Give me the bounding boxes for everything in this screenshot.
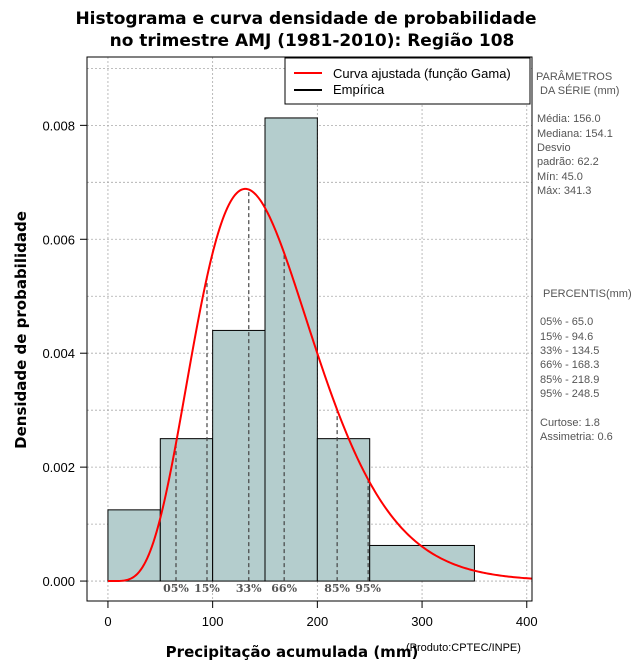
- percentis-title: PERCENTIS(mm): [543, 288, 632, 300]
- chart-title-line1: Histograma e curva densidade de probabil…: [75, 9, 536, 29]
- histogram-bar: [369, 544, 475, 582]
- param-max: Máx: 341.3: [537, 185, 591, 197]
- percentil-66: 66% - 168.3: [540, 359, 599, 371]
- y-tick-label: 0.006: [42, 232, 75, 247]
- percentile-label: 05%: [163, 582, 189, 595]
- param-mean: Média: 156.0: [537, 113, 601, 125]
- y-tick-label: 0.002: [42, 460, 75, 475]
- percentil-15: 15% - 94.6: [540, 331, 593, 343]
- x-axis: 0 100 200 300 400: [104, 601, 538, 629]
- percentile-label: 85%: [324, 582, 350, 595]
- stat-kurtosis: Curtose: 1.8: [540, 417, 600, 429]
- param-min: Mín: 45.0: [537, 171, 583, 183]
- x-tick-label: 0: [104, 614, 111, 629]
- histogram-bars: [107, 117, 475, 582]
- gamma-curve-layer: [107, 187, 533, 583]
- percentile-label: 95%: [355, 582, 381, 595]
- x-axis-title: Precipitação acumulada (mm): [166, 643, 419, 660]
- x-tick-label: 400: [516, 614, 538, 629]
- legend-label-empirical: Empírica: [333, 82, 385, 97]
- percentile-label: 15%: [194, 582, 220, 595]
- percentil-33: 33% - 134.5: [540, 345, 599, 357]
- legend: Curva ajustada (função Gama) Empírica: [284, 57, 531, 105]
- y-axis-title: Densidade de probabilidade: [12, 211, 30, 449]
- percentile-label: 33%: [236, 582, 262, 595]
- series-parameters-panel: PARÂMETROS DA SÉRIE (mm) Média: 156.0 Me…: [536, 70, 632, 443]
- gamma-curve: [107, 187, 533, 583]
- param-stddev-2: padrão: 62.2: [537, 156, 599, 168]
- chart-title-line2: no trimestre AMJ (1981-2010): Região 108: [110, 31, 515, 51]
- x-tick-label: 100: [202, 614, 224, 629]
- params-title-2: DA SÉRIE (mm): [540, 84, 619, 97]
- percentile-label: 66%: [271, 582, 297, 595]
- param-median: Mediana: 154.1: [537, 128, 613, 140]
- percentil-05: 05% - 65.0: [540, 316, 593, 328]
- legend-box: [284, 57, 531, 105]
- y-tick-label: 0.000: [42, 574, 75, 589]
- y-tick-label: 0.008: [42, 118, 75, 133]
- plot-frame: [86, 56, 533, 602]
- histogram-bar: [212, 329, 266, 582]
- x-tick-label: 300: [411, 614, 433, 629]
- histogram-bar: [159, 438, 214, 582]
- params-title-1: PARÂMETROS: [536, 70, 612, 83]
- product-credit: (Produto:CPTEC/INPE): [406, 642, 521, 654]
- param-stddev-1: Desvio: [537, 142, 571, 154]
- x-tick-label: 200: [307, 614, 329, 629]
- percentile-lines: 05% 15% 33% 66% 85% 95%: [163, 189, 382, 595]
- y-tick-label: 0.004: [42, 346, 75, 361]
- stat-skewness: Assimetria: 0.6: [540, 431, 613, 443]
- y-axis: 0.000 0.002 0.004 0.006 0.008: [42, 118, 87, 589]
- histogram-bar: [264, 117, 318, 582]
- legend-label-fit: Curva ajustada (função Gama): [333, 66, 511, 81]
- histogram-bar: [316, 438, 371, 582]
- percentil-85: 85% - 218.9: [540, 374, 599, 386]
- percentil-95: 95% - 248.5: [540, 388, 599, 400]
